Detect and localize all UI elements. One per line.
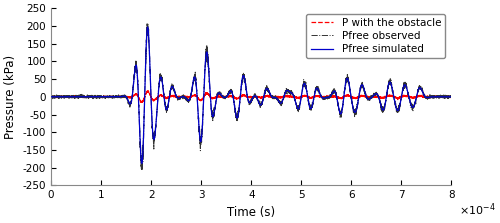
Pfree simulated <box>448 95 454 98</box>
Text: $\times10^{-4}$: $\times10^{-4}$ <box>460 201 496 218</box>
P with the obstacle <box>48 95 54 98</box>
P with the obstacle <box>145 89 151 92</box>
Y-axis label: Pressure (kPa): Pressure (kPa) <box>4 55 17 139</box>
P with the obstacle <box>448 95 454 98</box>
P with the obstacle <box>288 95 294 98</box>
P with the obstacle <box>308 96 314 99</box>
Pfree observed <box>288 93 294 96</box>
Pfree observed <box>448 96 454 99</box>
Pfree simulated <box>378 102 384 105</box>
Pfree simulated <box>308 106 314 109</box>
Pfree simulated <box>288 91 294 94</box>
Legend: P with the obstacle, Pfree observed, Pfree simulated: P with the obstacle, Pfree observed, Pfr… <box>306 14 446 58</box>
Pfree observed <box>201 87 207 89</box>
Pfree observed <box>121 93 127 96</box>
Pfree simulated <box>144 26 150 28</box>
X-axis label: Time (s): Time (s) <box>227 206 276 219</box>
Pfree observed <box>378 103 384 105</box>
Pfree observed <box>347 88 353 91</box>
P with the obstacle <box>201 95 207 97</box>
Pfree observed <box>308 104 314 107</box>
P with the obstacle <box>347 94 353 97</box>
P with the obstacle <box>138 101 144 104</box>
Line: P with the obstacle: P with the obstacle <box>51 90 452 102</box>
Pfree simulated <box>201 84 207 87</box>
P with the obstacle <box>378 97 384 99</box>
Pfree observed <box>139 169 145 172</box>
Pfree simulated <box>139 162 145 165</box>
Pfree simulated <box>48 95 54 98</box>
Pfree observed <box>144 23 150 25</box>
Line: Pfree simulated: Pfree simulated <box>51 27 452 163</box>
Line: Pfree observed: Pfree observed <box>51 24 452 171</box>
P with the obstacle <box>121 95 127 98</box>
Pfree simulated <box>347 88 353 91</box>
Pfree simulated <box>121 95 127 97</box>
Pfree observed <box>48 96 54 98</box>
